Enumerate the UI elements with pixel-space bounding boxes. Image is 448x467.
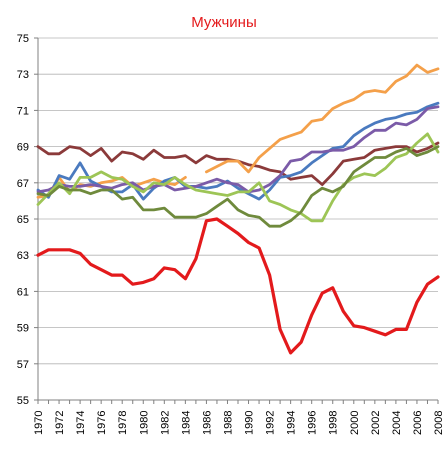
y-tick-label: 67 — [17, 178, 29, 190]
series-line-2 — [36, 141, 440, 187]
y-tick-label: 55 — [17, 395, 29, 407]
axes — [34, 37, 439, 404]
x-tick-label: 2004 — [391, 411, 403, 435]
y-tick-labels: 55 57 59 61 63 65 67 69 71 73 75 — [17, 33, 29, 407]
y-tick-label: 59 — [17, 323, 29, 335]
series-line-7 — [36, 132, 440, 223]
x-tick-label: 1978 — [117, 411, 129, 435]
series-line-1 — [36, 217, 440, 355]
x-tick-label: 1984 — [180, 411, 192, 435]
y-tick-label: 57 — [17, 359, 29, 371]
x-tick-label: 1990 — [244, 411, 256, 435]
series-line-8 — [36, 145, 440, 228]
x-tick-label: 1972 — [54, 411, 66, 435]
x-tick-label: 1988 — [222, 411, 234, 435]
x-tick-label: 1982 — [159, 411, 171, 435]
series-line-3 — [36, 175, 187, 199]
x-tick-label: 1992 — [265, 411, 277, 435]
chart-title: Мужчины — [191, 14, 256, 31]
x-tick-labels: 1970 1972 1974 1976 1978 1980 1982 1984 1986 1988… — [33, 411, 445, 435]
y-tick-label: 65 — [17, 214, 29, 226]
x-tick-label: 1980 — [138, 411, 150, 435]
x-tick-label: 1976 — [96, 411, 108, 435]
x-tick-label: 1970 — [33, 411, 45, 435]
x-tick-label: 2006 — [412, 411, 424, 435]
x-tick-label: 2002 — [370, 411, 382, 435]
x-tick-label: 1998 — [328, 411, 340, 435]
y-tick-label: 61 — [17, 286, 29, 298]
x-tick-label: 1986 — [201, 411, 213, 435]
series-line-6 — [36, 105, 440, 194]
series-line-4 — [204, 63, 440, 174]
y-tick-label: 69 — [17, 142, 29, 154]
series-lines — [36, 63, 440, 355]
x-tick-label: 2008 — [433, 411, 445, 435]
x-tick-label: 1996 — [307, 411, 319, 435]
x-tick-label: 2000 — [349, 411, 361, 435]
x-tick-label: 1994 — [286, 411, 298, 435]
y-tick-label: 71 — [17, 105, 29, 117]
y-tick-label: 75 — [17, 33, 29, 45]
y-tick-label: 63 — [17, 250, 29, 262]
x-tick-label: 1974 — [75, 411, 87, 435]
gridlines — [38, 37, 438, 365]
y-tick-label: 73 — [17, 69, 29, 81]
